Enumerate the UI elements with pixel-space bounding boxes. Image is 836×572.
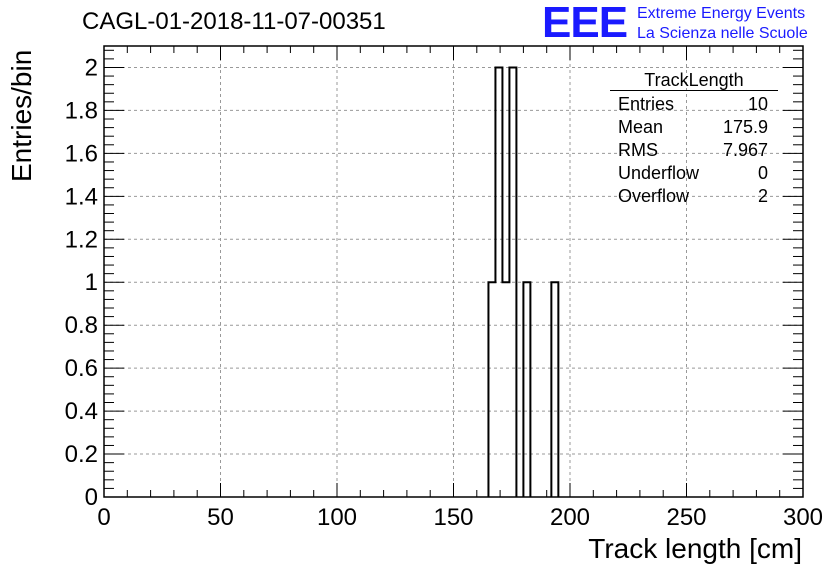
y-tick-label: 0.8: [65, 312, 98, 339]
x-tick-label: 250: [666, 504, 706, 531]
logo-tagline-2: La Scienza nelle Scuole: [637, 25, 808, 42]
x-tick-label: 300: [783, 504, 823, 531]
histogram-outline: [487, 66, 560, 497]
stats-value: 2: [757, 186, 768, 206]
eee-logo: EEE Extreme Energy Events La Scienza nel…: [540, 0, 830, 48]
x-tick-label: 0: [97, 504, 110, 531]
stats-row-overflow: Overflow 2: [610, 185, 778, 208]
histogram-bar: [551, 282, 558, 497]
x-tick-label: 150: [433, 504, 473, 531]
y-tick-label: 0.2: [65, 441, 98, 468]
stats-row-mean: Mean 175.9: [610, 116, 778, 139]
stats-row-entries: Entries 10: [610, 93, 778, 116]
y-tick-label: 1.8: [65, 97, 98, 124]
y-tick-label: 1.2: [65, 226, 98, 253]
stats-label: Entries: [618, 94, 675, 114]
x-tick-label: 50: [207, 504, 234, 531]
y-tick-label: 1.4: [65, 183, 98, 210]
y-tick-label: 0: [85, 484, 98, 511]
stats-label: Underflow: [618, 163, 700, 183]
y-tick-label: 1.6: [65, 140, 98, 167]
stats-label: RMS: [618, 140, 658, 160]
stats-value: 10: [747, 94, 768, 114]
logo-tagline-1: Extreme Energy Events: [637, 5, 806, 22]
stats-divider: [610, 90, 778, 91]
histogram-bars: [487, 66, 560, 497]
y-tick-label: 2: [85, 54, 98, 81]
histogram-bar: [488, 282, 495, 497]
stats-row-underflow: Underflow 0: [610, 162, 778, 185]
x-axis-label: Track length [cm]: [588, 533, 802, 564]
stats-title: TrackLength: [644, 70, 744, 90]
histogram-bar: [502, 282, 509, 497]
x-tick-label: 100: [317, 504, 357, 531]
eee-logo-mark: EEE: [542, 0, 628, 47]
y-tick-label: 1: [85, 269, 98, 296]
x-tick-label: 200: [550, 504, 590, 531]
axes: 0 50 100 150 200 250 30000.20.40.60.811.21.41.…: [65, 45, 823, 531]
stats-box: TrackLength Entries 10 Mean 175.9 RMS 7.…: [610, 70, 778, 208]
y-axis-label: Entries/bin: [6, 49, 37, 182]
y-tick-label: 0.4: [65, 398, 98, 425]
stats-label: Mean: [618, 117, 664, 137]
plot-title: CAGL-01-2018-11-07-00351: [82, 8, 386, 35]
stats-value: 7.967: [722, 140, 768, 160]
stats-row-rms: RMS 7.967: [610, 139, 778, 162]
histogram-bar: [523, 282, 530, 497]
y-tick-label: 0.6: [65, 355, 98, 382]
stats-label: Overflow: [618, 186, 690, 206]
stats-value: 175.9: [722, 117, 768, 137]
stats-value: 0: [757, 163, 768, 183]
